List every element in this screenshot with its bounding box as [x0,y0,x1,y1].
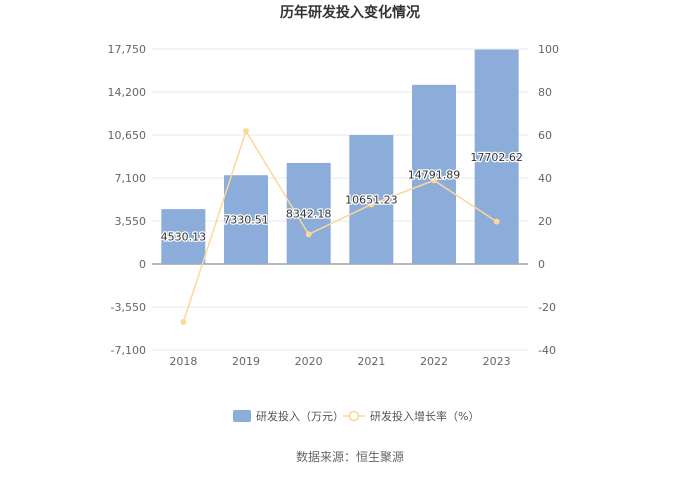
y-left-tick-label: 0 [139,258,146,271]
x-tick-label: 2023 [483,355,511,368]
y-right-tick-label: 100 [538,43,559,56]
line-series [180,128,500,326]
x-tick-label: 2020 [295,355,323,368]
axes: -7,100 -3,550 0 3,550 7,100 10,650 14,200 17,75… [108,43,560,368]
y-right-tick-label: 20 [538,215,552,228]
y-left-tick-label: 14,200 [108,86,147,99]
growth-point [368,201,375,208]
legend-swatch-bar [233,410,251,422]
y-left-tick-label: -7,100 [111,344,146,357]
bar-data-label: 14791.89 [408,168,461,181]
x-tick-label: 2022 [420,355,448,368]
bar [224,175,268,264]
bar-data-labels: 4530.13 7330.51 8342.18 10651.23 14791.89 177… [159,150,524,245]
growth-point [431,177,437,184]
bar-data-label: 10651.23 [345,193,398,206]
bar [161,209,206,264]
y-right-tick-label: -20 [538,301,556,314]
x-tick-label: 2019 [232,355,260,368]
legend: 研发投入（万元） 研发投入增长率（%） [233,409,479,423]
legend-swatch-line-marker [348,410,360,422]
legend-label-line: 研发投入增长率（%） [370,409,479,423]
bar [412,84,456,264]
growth-point [180,319,187,326]
chart-title: 历年研发投入变化情况 [280,4,420,21]
growth-line [182,129,498,323]
growth-point [243,128,249,135]
y-left-tick-label: -3,550 [111,301,146,314]
bar-data-label: 17702.62 [470,151,523,164]
source-note: 数据来源：恒生聚源 [296,449,404,464]
y-right-tick-label: -40 [538,344,556,357]
y-right-tick-label: 0 [538,258,545,271]
grid-lines [152,48,528,351]
bar [286,162,331,264]
y-right-tick-label: 40 [538,172,552,185]
x-tick-label: 2018 [169,355,197,368]
x-tick-label: 2021 [357,355,385,368]
bar-series [161,49,519,264]
y-left-tick-label: 3,550 [115,215,147,228]
y-right-tick-label: 80 [538,86,552,99]
y-right-tick-label: 60 [538,129,552,142]
growth-point [493,218,500,225]
bar-data-label: 4530.13 [161,231,207,244]
bar-data-label: 8342.18 [286,207,332,220]
growth-point [305,231,312,238]
legend-label-bar: 研发投入（万元） [256,409,344,423]
y-left-tick-label: 10,650 [108,129,147,142]
bar-data-label: 7330.51 [223,214,269,227]
y-left-tick-label: 7,100 [115,172,147,185]
bar [474,49,519,264]
y-left-tick-label: 17,750 [108,43,147,56]
